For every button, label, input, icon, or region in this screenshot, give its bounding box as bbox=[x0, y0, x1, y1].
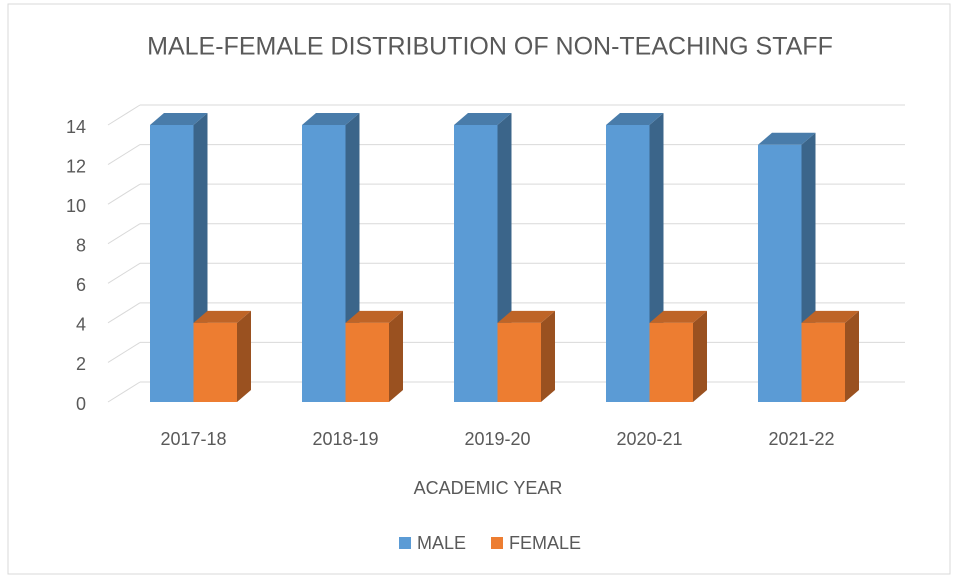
legend-label: FEMALE bbox=[509, 533, 581, 553]
side-grid-line bbox=[107, 223, 141, 245]
side-grid-line bbox=[107, 104, 141, 126]
side-grid-line bbox=[107, 302, 141, 324]
x-tick-label: 2017-18 bbox=[160, 429, 226, 449]
y-tick-label: 2 bbox=[76, 354, 86, 374]
y-tick-label: 8 bbox=[76, 235, 86, 255]
bar-top bbox=[801, 310, 859, 323]
legend-swatch bbox=[399, 537, 411, 549]
x-tick-label: 2018-19 bbox=[312, 429, 378, 449]
y-tick-label: 6 bbox=[76, 275, 86, 295]
legend-swatch bbox=[491, 537, 503, 549]
bar-side bbox=[845, 310, 859, 402]
y-tick-label: 0 bbox=[76, 394, 86, 414]
bar-top bbox=[649, 310, 707, 323]
bar bbox=[345, 310, 403, 402]
bar-front bbox=[497, 322, 541, 402]
bar-front bbox=[193, 322, 237, 402]
x-tick-label: 2020-21 bbox=[616, 429, 682, 449]
y-tick-label: 4 bbox=[76, 315, 86, 335]
bar-top bbox=[606, 113, 664, 125]
y-tick-label: 10 bbox=[66, 196, 86, 216]
side-grid-line bbox=[107, 262, 141, 284]
y-tick-label: 14 bbox=[66, 117, 86, 137]
side-grid-line bbox=[107, 144, 141, 165]
side-grid-line bbox=[107, 342, 141, 363]
x-tick-label: 2019-20 bbox=[464, 429, 530, 449]
side-grid-line bbox=[107, 381, 141, 403]
bar-top bbox=[345, 310, 403, 323]
bar-top bbox=[193, 310, 251, 323]
bar-front bbox=[302, 125, 346, 402]
bar-front bbox=[801, 322, 845, 402]
bar-front bbox=[150, 125, 194, 402]
bar bbox=[649, 310, 707, 402]
bar bbox=[193, 310, 251, 402]
legend-label: MALE bbox=[417, 533, 466, 553]
bar-top bbox=[497, 310, 555, 323]
bar-top bbox=[758, 132, 816, 145]
chart-title: MALE-FEMALE DISTRIBUTION OF NON-TEACHING… bbox=[147, 33, 833, 61]
bar-front bbox=[345, 322, 389, 402]
x-axis-title: ACADEMIC YEAR bbox=[414, 478, 563, 498]
bar-top bbox=[150, 113, 208, 125]
bar bbox=[801, 310, 859, 402]
bar-top bbox=[454, 113, 512, 125]
bar-front bbox=[454, 125, 498, 402]
y-tick-label: 12 bbox=[66, 156, 86, 176]
bar-side bbox=[237, 310, 251, 402]
x-tick-label: 2021-22 bbox=[768, 429, 834, 449]
bar-front bbox=[758, 144, 802, 403]
bar-front bbox=[606, 125, 650, 402]
bar-side bbox=[541, 310, 555, 402]
bar bbox=[497, 310, 555, 402]
bar-side bbox=[693, 310, 707, 402]
bar-top bbox=[302, 113, 360, 125]
bar-side bbox=[389, 310, 403, 402]
bar-front bbox=[649, 322, 693, 402]
side-grid-line bbox=[107, 183, 141, 205]
